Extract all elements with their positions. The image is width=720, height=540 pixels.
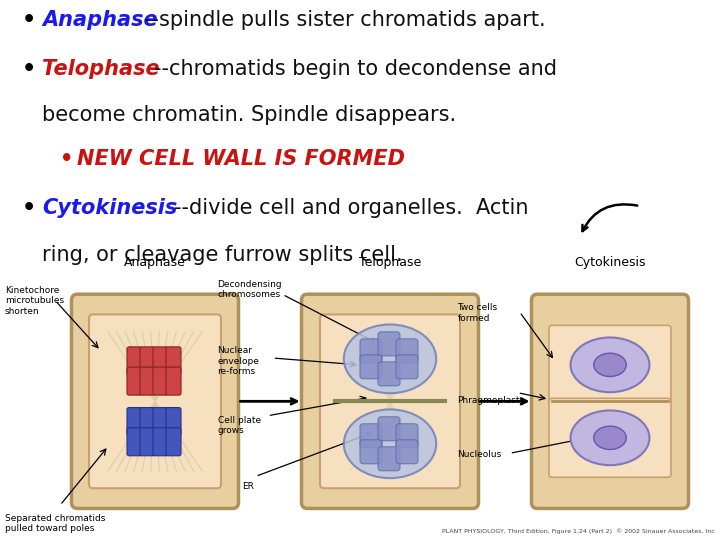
- Ellipse shape: [594, 353, 626, 376]
- Text: Cell plate
grows: Cell plate grows: [217, 416, 261, 435]
- FancyBboxPatch shape: [360, 355, 382, 379]
- Ellipse shape: [594, 426, 626, 449]
- FancyBboxPatch shape: [153, 347, 168, 375]
- FancyBboxPatch shape: [549, 399, 671, 477]
- FancyBboxPatch shape: [71, 294, 238, 509]
- FancyBboxPatch shape: [396, 339, 418, 363]
- FancyBboxPatch shape: [166, 347, 181, 375]
- Text: Telophase: Telophase: [359, 256, 421, 269]
- Text: •: •: [22, 198, 36, 218]
- FancyBboxPatch shape: [140, 367, 155, 395]
- Ellipse shape: [344, 325, 436, 393]
- FancyBboxPatch shape: [153, 408, 168, 436]
- FancyBboxPatch shape: [127, 347, 142, 375]
- FancyBboxPatch shape: [360, 440, 382, 464]
- Text: Anaphase: Anaphase: [124, 256, 186, 269]
- Text: NEW CELL WALL IS FORMED: NEW CELL WALL IS FORMED: [77, 150, 405, 170]
- FancyBboxPatch shape: [378, 447, 400, 471]
- FancyBboxPatch shape: [378, 417, 400, 441]
- Text: •: •: [60, 150, 73, 170]
- Text: Two cells
formed: Two cells formed: [457, 303, 498, 322]
- Text: Cytokinesis: Cytokinesis: [575, 256, 646, 269]
- Text: Cytokinesis: Cytokinesis: [42, 198, 177, 218]
- Text: Decondensing
chromosomes: Decondensing chromosomes: [217, 280, 282, 299]
- FancyBboxPatch shape: [166, 428, 181, 456]
- Text: Separated chromatids
pulled toward poles: Separated chromatids pulled toward poles: [5, 514, 105, 534]
- Text: Nuclear
envelope
re-forms: Nuclear envelope re-forms: [217, 347, 259, 376]
- Text: PLANT PHYSIOLOGY, Third Edition, Figure 1.24 (Part 2)  © 2002 Sinauer Associates: PLANT PHYSIOLOGY, Third Edition, Figure …: [442, 528, 715, 534]
- FancyBboxPatch shape: [127, 408, 142, 436]
- FancyBboxPatch shape: [166, 367, 181, 395]
- FancyBboxPatch shape: [396, 424, 418, 448]
- Ellipse shape: [570, 410, 649, 465]
- Text: •: •: [22, 10, 36, 30]
- Text: Kinetochore
microtubules
shorten: Kinetochore microtubules shorten: [5, 286, 64, 315]
- FancyBboxPatch shape: [549, 326, 671, 404]
- FancyBboxPatch shape: [153, 367, 168, 395]
- FancyBboxPatch shape: [360, 424, 382, 448]
- Text: --chromatids begin to decondense and: --chromatids begin to decondense and: [154, 59, 557, 79]
- FancyBboxPatch shape: [360, 339, 382, 363]
- Text: ER: ER: [243, 482, 254, 491]
- Ellipse shape: [344, 409, 436, 478]
- FancyBboxPatch shape: [127, 428, 142, 456]
- FancyBboxPatch shape: [166, 408, 181, 436]
- FancyBboxPatch shape: [378, 362, 400, 386]
- FancyBboxPatch shape: [153, 428, 168, 456]
- Text: Anaphase: Anaphase: [42, 10, 158, 30]
- FancyBboxPatch shape: [140, 428, 155, 456]
- FancyBboxPatch shape: [396, 355, 418, 379]
- FancyBboxPatch shape: [302, 294, 479, 509]
- Text: --divide cell and organelles.  Actin: --divide cell and organelles. Actin: [174, 198, 528, 218]
- FancyBboxPatch shape: [140, 408, 155, 436]
- Text: •: •: [22, 59, 36, 79]
- FancyBboxPatch shape: [127, 367, 142, 395]
- Text: Telophase: Telophase: [42, 59, 160, 79]
- FancyBboxPatch shape: [378, 332, 400, 356]
- FancyBboxPatch shape: [320, 314, 460, 488]
- Text: become chromatin. Spindle disappears.: become chromatin. Spindle disappears.: [42, 105, 456, 125]
- Text: --spindle pulls sister chromatids apart.: --spindle pulls sister chromatids apart.: [144, 10, 546, 30]
- FancyBboxPatch shape: [89, 314, 221, 488]
- Text: Nucleolus: Nucleolus: [457, 450, 502, 460]
- Text: ring, or cleavage furrow splits cell.: ring, or cleavage furrow splits cell.: [42, 245, 402, 265]
- Text: Phragmoplast: Phragmoplast: [457, 395, 520, 404]
- FancyBboxPatch shape: [396, 440, 418, 464]
- FancyBboxPatch shape: [531, 294, 688, 509]
- FancyBboxPatch shape: [140, 347, 155, 375]
- Ellipse shape: [570, 338, 649, 392]
